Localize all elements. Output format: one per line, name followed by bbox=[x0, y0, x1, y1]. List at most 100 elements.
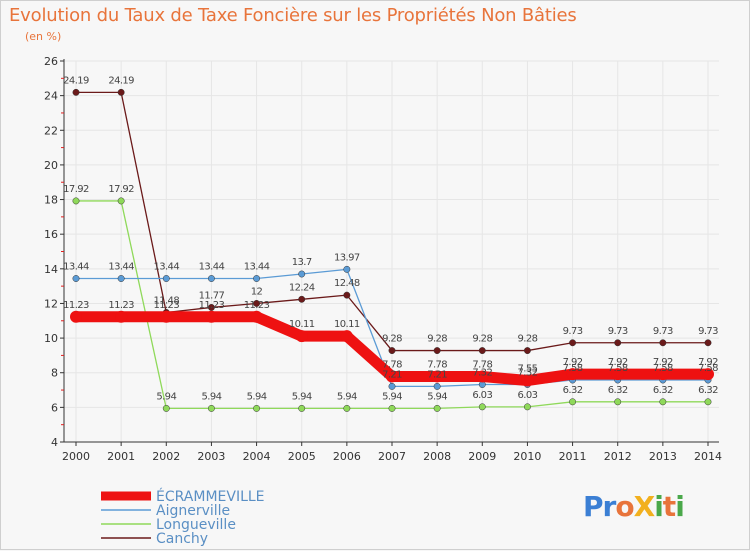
data-label: 12.48 bbox=[334, 278, 360, 289]
data-label: 24.19 bbox=[63, 75, 89, 86]
data-point bbox=[523, 403, 531, 411]
logo-letter: r bbox=[602, 490, 617, 523]
data-label: 6.03 bbox=[472, 390, 492, 401]
data-point bbox=[162, 404, 170, 412]
data-label: 11.23 bbox=[108, 300, 134, 311]
data-label: 7.78 bbox=[427, 360, 447, 371]
data-point bbox=[117, 88, 125, 96]
data-label: 11.77 bbox=[199, 290, 225, 301]
x-tick-label: 2007 bbox=[378, 450, 406, 463]
data-point bbox=[433, 382, 441, 390]
data-point bbox=[253, 275, 261, 282]
data-point bbox=[72, 197, 80, 205]
data-label: 7.32 bbox=[517, 368, 537, 379]
x-tick-label: 2004 bbox=[243, 450, 271, 463]
data-label: 13.44 bbox=[153, 262, 179, 273]
data-point bbox=[614, 339, 622, 347]
data-label: 7.92 bbox=[698, 357, 718, 368]
proxiti-logo: ProXiti bbox=[583, 490, 685, 523]
y-axis-unit: (en %) bbox=[25, 30, 62, 43]
y-tick-label: 18 bbox=[44, 194, 58, 207]
data-point bbox=[386, 370, 398, 383]
data-point bbox=[656, 368, 669, 381]
data-point bbox=[478, 347, 486, 355]
data-label: 7.32 bbox=[472, 368, 492, 379]
data-point bbox=[704, 398, 712, 406]
data-point bbox=[476, 370, 489, 383]
data-label: 7.58 bbox=[563, 363, 583, 374]
data-point bbox=[433, 347, 441, 355]
x-tick-label: 2011 bbox=[559, 450, 587, 463]
data-label: 11.48 bbox=[153, 295, 179, 306]
y-tick-label: 22 bbox=[44, 124, 58, 137]
data-label: 11.23 bbox=[63, 300, 89, 311]
data-point bbox=[340, 330, 353, 343]
data-label: 11.23 bbox=[153, 300, 179, 311]
data-point bbox=[117, 197, 125, 205]
y-tick-label: 26 bbox=[44, 55, 58, 68]
data-point bbox=[611, 368, 624, 381]
data-label: 6.32 bbox=[653, 385, 673, 396]
x-tick-label: 2010 bbox=[513, 450, 541, 463]
logo-letter: P bbox=[583, 490, 604, 523]
x-tick-label: 2013 bbox=[649, 450, 677, 463]
x-tick-label: 2005 bbox=[288, 450, 316, 463]
data-label: 10.11 bbox=[289, 319, 315, 330]
data-label: 6.32 bbox=[608, 385, 628, 396]
y-tick-label: 20 bbox=[44, 159, 58, 172]
data-point bbox=[253, 404, 261, 412]
data-label: 9.73 bbox=[563, 326, 583, 337]
data-point bbox=[162, 275, 170, 282]
data-point bbox=[388, 347, 396, 355]
data-point bbox=[521, 374, 534, 387]
data-point bbox=[207, 404, 215, 412]
data-point bbox=[298, 404, 306, 412]
data-label: 5.94 bbox=[427, 391, 447, 402]
data-label: 7.58 bbox=[653, 363, 673, 374]
logo-letter: i bbox=[654, 490, 664, 523]
data-point bbox=[523, 347, 531, 355]
data-point bbox=[478, 403, 486, 411]
x-tick-label: 2006 bbox=[333, 450, 361, 463]
x-tick-label: 2009 bbox=[468, 450, 496, 463]
data-label: 13.7 bbox=[292, 257, 312, 268]
data-label: 5.94 bbox=[292, 391, 312, 402]
data-label: 7.21 bbox=[427, 369, 447, 380]
logo-letter: i bbox=[675, 490, 685, 523]
chart-title: Evolution du Taux de Taxe Foncière sur l… bbox=[9, 5, 577, 26]
data-point bbox=[659, 398, 667, 406]
data-label: 24.19 bbox=[108, 75, 134, 86]
data-label: 12 bbox=[251, 286, 263, 297]
data-point bbox=[614, 398, 622, 406]
x-tick-label: 2000 bbox=[62, 450, 90, 463]
data-point bbox=[160, 310, 173, 323]
data-label: 5.94 bbox=[247, 391, 267, 402]
data-label: 9.28 bbox=[472, 334, 492, 345]
data-label: 12.24 bbox=[289, 282, 315, 293]
y-tick-label: 16 bbox=[44, 228, 58, 241]
data-point bbox=[704, 339, 712, 347]
data-point bbox=[205, 310, 218, 323]
data-label: 17.92 bbox=[108, 184, 134, 195]
data-point bbox=[207, 303, 215, 311]
y-tick-label: 4 bbox=[51, 436, 58, 449]
x-tick-label: 2014 bbox=[694, 450, 722, 463]
y-tick-label: 10 bbox=[44, 332, 58, 345]
data-point bbox=[115, 310, 128, 323]
y-tick-label: 6 bbox=[51, 401, 58, 414]
y-tick-label: 24 bbox=[44, 90, 58, 103]
data-label: 17.92 bbox=[63, 184, 89, 195]
x-tick-label: 2012 bbox=[604, 450, 632, 463]
y-tick-label: 12 bbox=[44, 297, 58, 310]
data-point bbox=[72, 88, 80, 96]
y-tick-label: 14 bbox=[44, 263, 58, 276]
chart-series bbox=[70, 88, 714, 412]
data-label: 13.97 bbox=[334, 252, 360, 263]
data-point bbox=[70, 310, 82, 323]
data-label: 7.92 bbox=[563, 357, 583, 368]
y-tick-label: 8 bbox=[51, 367, 58, 380]
data-label: 7.92 bbox=[653, 357, 673, 368]
